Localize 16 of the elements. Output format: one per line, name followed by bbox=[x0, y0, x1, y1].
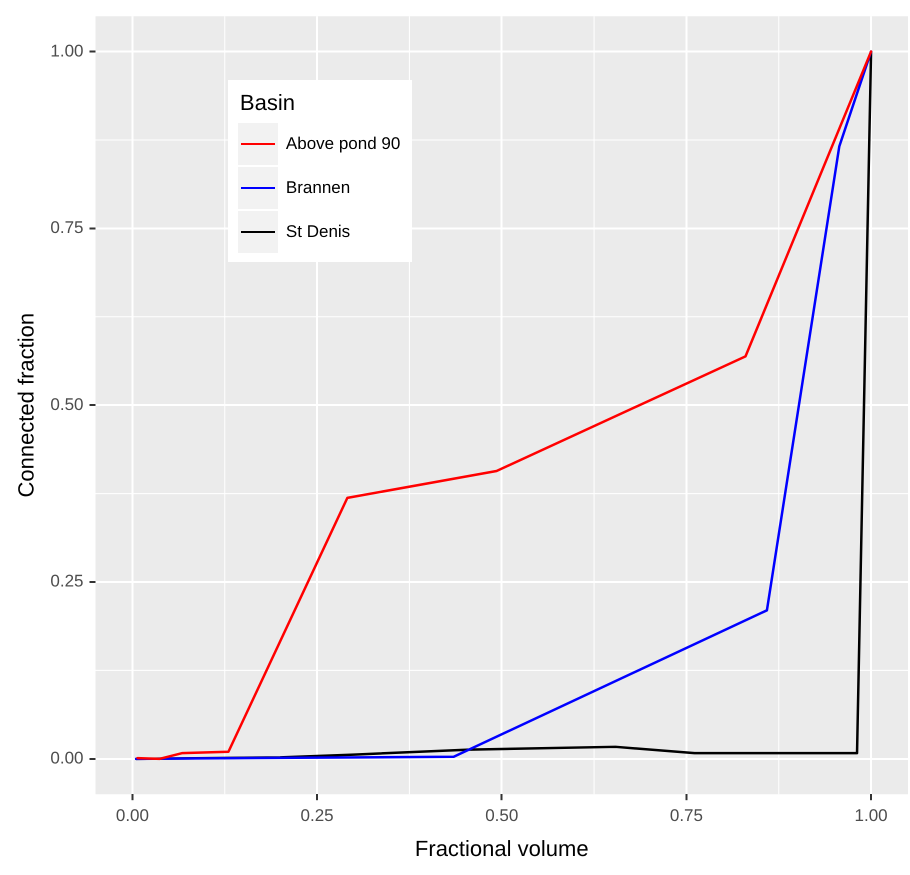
y-tick-label: 0.75 bbox=[50, 218, 84, 238]
x-tick-label: 0.00 bbox=[116, 806, 149, 826]
x-tick-label: 0.75 bbox=[670, 806, 703, 826]
legend-title: Basin bbox=[240, 90, 296, 116]
x-tick-label: 0.50 bbox=[485, 806, 518, 826]
legend-label: St Denis bbox=[286, 222, 350, 242]
legend-label: Above pond 90 bbox=[286, 134, 400, 154]
x-tick-label: 0.25 bbox=[300, 806, 334, 826]
y-tick-label: 1.00 bbox=[50, 41, 84, 60]
y-tick-label: 0.50 bbox=[50, 394, 84, 414]
x-tick-label: 1.00 bbox=[854, 806, 888, 826]
y-tick-label: 0.00 bbox=[50, 748, 84, 768]
legend-label: Brannen bbox=[286, 178, 350, 198]
y-axis-title: Connected fraction bbox=[13, 312, 38, 498]
x-axis-title: Fractional volume bbox=[414, 836, 589, 861]
y-tick-label: 0.25 bbox=[50, 572, 84, 591]
